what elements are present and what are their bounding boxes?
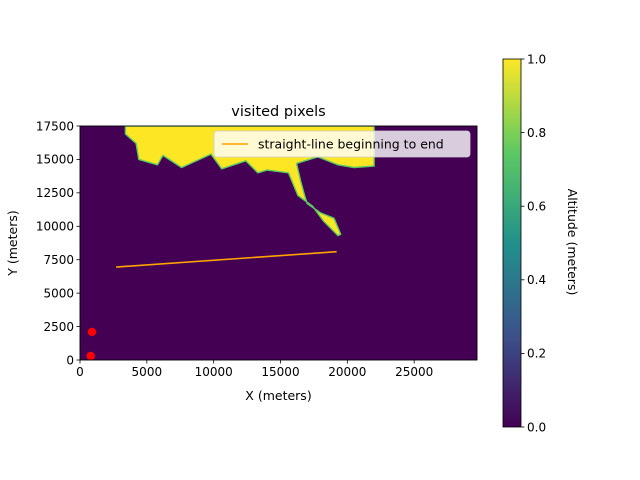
x-tick-label: 15000 — [261, 365, 299, 379]
legend-label: straight-line beginning to end — [258, 137, 444, 152]
colorbar-ticks: 0.0 0.2 0.4 0.6 0.8 1.0 — [521, 52, 546, 434]
colorbar-tick-label: 0.0 — [527, 420, 546, 434]
x-tick-label: 25000 — [395, 365, 433, 379]
y-tick-label: 5000 — [43, 286, 74, 300]
colorbar-tick-label: 1.0 — [527, 52, 546, 66]
x-tick-label: 10000 — [195, 365, 233, 379]
colorbar-tick-label: 0.6 — [527, 200, 546, 214]
legend-box — [213, 130, 471, 158]
x-axis-label: X (meters) — [245, 388, 311, 403]
y-tick-label: 0 — [66, 353, 74, 367]
colorbar-tick-label: 0.2 — [527, 347, 546, 361]
y-tick-label: 2500 — [43, 320, 74, 334]
series-layer — [86, 250, 337, 360]
y-tick-label: 7500 — [43, 253, 74, 267]
straight-line-series — [116, 250, 337, 268]
x-tick-label: 0 — [76, 365, 84, 379]
x-tick-label: 20000 — [328, 365, 366, 379]
colorbar-label: Altitude (meters) — [565, 189, 580, 296]
colorbar-tick-label: 0.8 — [527, 126, 546, 140]
legend: straight-line beginning to end — [213, 130, 471, 158]
y-tick-label: 17500 — [36, 119, 74, 133]
plot-frame — [79, 125, 478, 361]
chart-title: visited pixels — [231, 104, 325, 120]
scatter-point — [86, 351, 95, 360]
y-tick-label: 10000 — [36, 220, 74, 234]
y-tick-label: 15000 — [36, 153, 74, 167]
x-tick-label: 5000 — [132, 365, 163, 379]
x-axis-ticks: 0 5000 10000 15000 20000 25000 — [76, 360, 433, 379]
y-axis-label: Y (meters) — [5, 210, 20, 276]
colorbar — [502, 58, 522, 428]
y-tick-label: 12500 — [36, 186, 74, 200]
scatter-point — [87, 327, 97, 337]
y-axis-ticks: 0 2500 5000 7500 10000 12500 15000 17500 — [36, 119, 80, 367]
colorbar-tick-label: 0.4 — [527, 273, 546, 287]
